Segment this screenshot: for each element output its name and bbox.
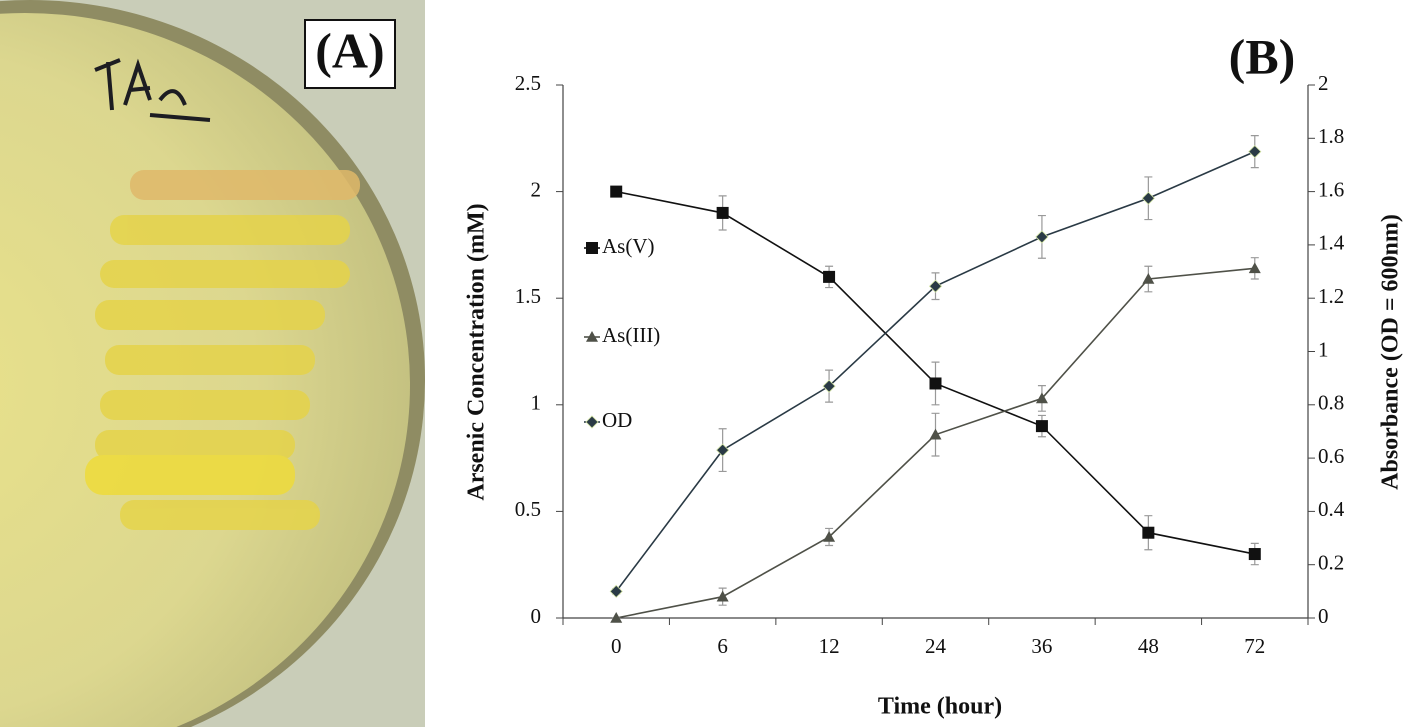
x-tick-label: 0 (611, 634, 622, 658)
photo: (A) (0, 0, 425, 727)
marker (1035, 230, 1049, 244)
panel-label: (B) (1229, 28, 1296, 84)
marker (1248, 262, 1261, 274)
marker (716, 206, 729, 219)
y-tick-label: 2.5 (515, 71, 541, 95)
y2-tick-label: 1.8 (1318, 124, 1344, 148)
y2-tick-label: 0.6 (1318, 444, 1344, 468)
y-tick-label: 2 (531, 177, 542, 201)
marker (822, 379, 836, 393)
legend-label: OD (602, 408, 632, 432)
y2-tick-label: 2 (1318, 71, 1329, 95)
marker (1142, 526, 1155, 539)
y-axis-title: Arsenic Concentration (mM) (464, 203, 490, 500)
marker (1248, 145, 1262, 159)
marker (823, 530, 836, 542)
marker (586, 242, 598, 254)
chart: 0 0.5 1 1.5 2 2.5 0 0.2 0.4 0.6 0.8 1 1.2 1.4 1.6 1.8 2 0… (464, 71, 1404, 720)
y-tick-label: 1 (531, 391, 542, 415)
y2-tick-label: 0.4 (1318, 497, 1345, 521)
y-tick-label: 0 (531, 604, 542, 628)
marker (1035, 392, 1048, 404)
x-tick-label: 48 (1138, 634, 1159, 658)
legend-label: As(III) (602, 323, 660, 347)
x-tick-label: 6 (717, 634, 728, 658)
y2-tick-label: 1.6 (1318, 177, 1344, 201)
marker (586, 331, 598, 342)
panel-label: (A) (315, 22, 384, 78)
marker (928, 279, 943, 293)
marker (716, 443, 730, 457)
marker (610, 185, 623, 198)
y2-tick-label: 1.4 (1318, 231, 1345, 255)
y2-tick-label: 1.2 (1318, 284, 1344, 308)
y-tick-label: 1.5 (515, 284, 541, 308)
y-tick-label: 0.5 (515, 497, 541, 521)
marker (585, 415, 599, 429)
x-tick-label: 12 (819, 634, 840, 658)
marker (1141, 191, 1155, 205)
marker (609, 584, 623, 598)
x-tick-label: 72 (1244, 634, 1265, 658)
legend-label: As(V) (602, 234, 655, 258)
marker (823, 270, 836, 283)
marker (1248, 548, 1261, 561)
y2-tick-label: 0 (1318, 604, 1329, 628)
y2-tick-label: 0.2 (1318, 551, 1344, 575)
marker (929, 428, 942, 440)
marker (1142, 273, 1155, 284)
y2-tick-label: 1 (1318, 337, 1329, 361)
marker (716, 590, 729, 602)
marker (610, 612, 623, 623)
x-tick-label: 24 (925, 634, 947, 658)
marker (1035, 420, 1048, 433)
y2-tick-label: 0.8 (1318, 391, 1344, 415)
x-tick-label: 36 (1031, 634, 1052, 658)
y2-axis-title: Absorbance (OD = 600nm) (1378, 214, 1404, 490)
x-axis-title: Time (hour) (878, 694, 1002, 720)
marker (929, 377, 942, 390)
